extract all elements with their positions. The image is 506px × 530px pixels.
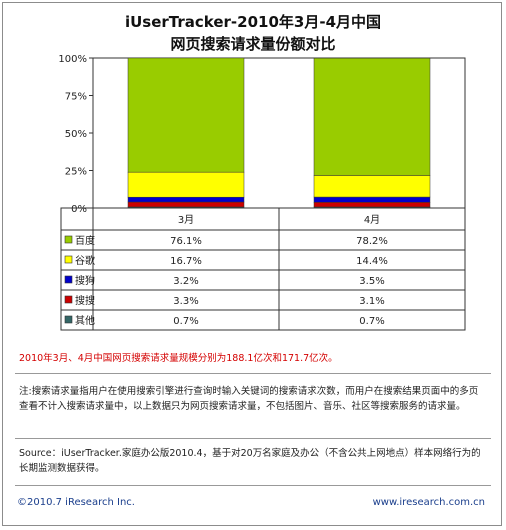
legend-swatch [64, 255, 73, 264]
data-label: 3.3% [173, 296, 198, 307]
legend-label: 搜狗 [75, 274, 95, 287]
highlight-note: 2010年3月、4月中国网页搜索请求量规模分别为188.1亿次和171.7亿次。 [19, 353, 338, 364]
bar-segment [313, 57, 431, 176]
definition-note: 注:搜索请求量指用户在使用搜索引擎进行查询时输入关键词的搜索请求次数，而用户在搜… [19, 386, 479, 412]
legend-swatch [64, 315, 73, 324]
bar-segment [127, 201, 245, 208]
data-label: 0.7% [173, 316, 198, 327]
y-tick-label: 100% [58, 54, 87, 65]
bar-segment [313, 202, 431, 208]
chart-frame: iUserTracker-2010年3月-4月中国 网页搜索请求量份额对比 0%… [2, 2, 502, 526]
legend-swatch [64, 275, 73, 284]
legend-label: 谷歌 [75, 254, 95, 267]
legend-label: 其他 [75, 314, 95, 327]
y-tick-label: 25% [65, 167, 87, 178]
data-label: 16.7% [170, 256, 202, 267]
data-label: 76.1% [170, 236, 202, 247]
legend-swatch [64, 235, 73, 244]
copyright: ©2010.7 iResearch Inc. [17, 497, 135, 508]
divider [15, 485, 491, 486]
bar-segment [127, 196, 245, 203]
data-table [60, 207, 466, 331]
website-link[interactable]: www.iresearch.com.cn [372, 497, 485, 508]
data-label: 78.2% [356, 236, 388, 247]
source-note: Source：iUserTracker.家庭办公版2010.4，基于对20万名家… [19, 448, 481, 474]
legend-swatch [64, 295, 73, 304]
data-label: 14.4% [356, 256, 388, 267]
legend-label: 百度 [75, 234, 95, 247]
y-tick-label: 0% [71, 204, 87, 215]
bar-segment [313, 175, 431, 198]
bar-segment [127, 171, 245, 198]
y-tick-label: 50% [65, 129, 87, 140]
x-category-label: 3月 [178, 214, 194, 226]
legend-label: 搜搜 [75, 294, 95, 307]
y-tick-label: 75% [65, 92, 87, 103]
divider [15, 438, 491, 439]
bar-segment [313, 196, 431, 203]
data-label: 3.2% [173, 276, 198, 287]
bar-segment [127, 57, 245, 173]
data-label: 0.7% [359, 316, 384, 327]
chart-title: iUserTracker-2010年3月-4月中国 [124, 13, 382, 31]
x-category-label: 4月 [364, 214, 380, 226]
data-label: 3.5% [359, 276, 384, 287]
chart-subtitle: 网页搜索请求量份额对比 [170, 35, 336, 53]
divider [15, 373, 491, 374]
data-label: 3.1% [359, 296, 384, 307]
